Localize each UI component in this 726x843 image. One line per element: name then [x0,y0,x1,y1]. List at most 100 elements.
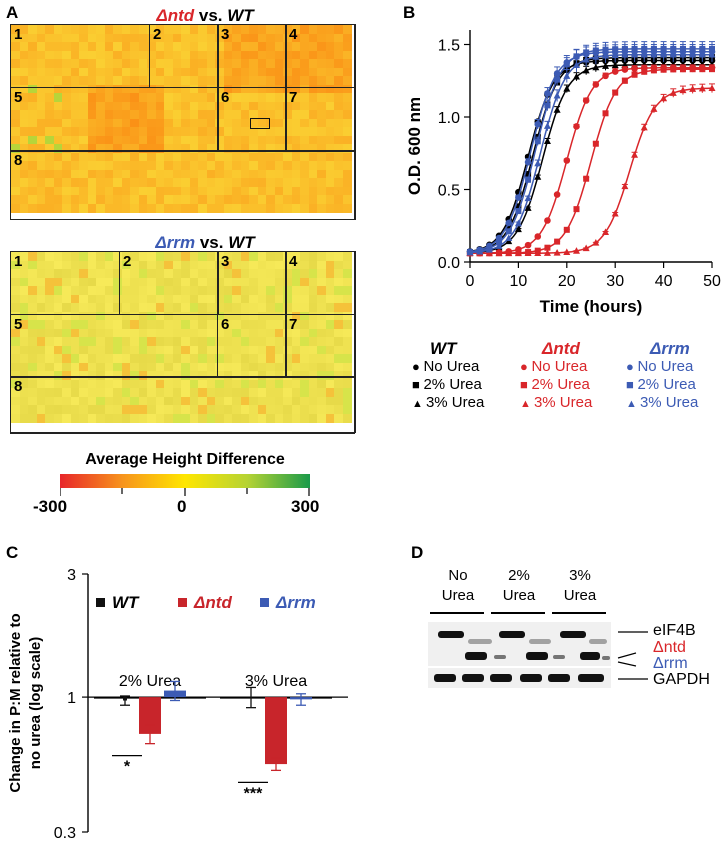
region-number: 7 [289,316,298,333]
colorbar-title: Average Height Difference [85,451,285,468]
data-point [543,249,551,256]
heatmap-region-5: 5 [10,87,219,152]
legend-marker-icon: ■ [626,377,638,392]
y-tick-label: 1.0 [438,110,460,127]
label-eif4b: eIF4B [653,622,696,639]
data-point [534,233,542,240]
region-number: 2 [123,253,132,270]
data-point [621,182,629,190]
legend-entry: ▲ 3% Urea [412,394,484,413]
region-number: 2 [153,26,162,43]
data-point [592,239,600,246]
data-point [592,63,600,71]
heatmap-region-2: 2 [119,251,219,315]
band-rrm [553,655,565,659]
data-point [563,226,570,233]
data-point [514,225,522,233]
legend-label: 3% Urea [425,394,485,411]
legend-swatch [260,598,269,607]
data-point [602,51,610,59]
heatmap-region-6: 6 [217,314,287,378]
lane-label-line: Urea [563,587,597,604]
legend-entry: ● No Urea [520,358,587,375]
heatmap-region-2: 2 [149,24,219,88]
legend-marker-icon: ■ [520,377,532,392]
heatmap-bottom-title: Δrrm vs. WT [150,233,260,253]
group-label: 2% Urea [119,673,181,690]
heatmap-region-1: 1 [10,251,120,315]
data-point [698,50,706,58]
data-point [514,219,522,227]
bar [139,697,161,734]
lane-label-line: 3% [569,567,591,584]
band-eif4b [560,631,586,638]
panel-b-letter: B [403,3,416,22]
region-number: 6 [221,89,230,106]
band-gapdh [578,674,604,682]
series--rrm-no-urea [466,44,716,255]
lane-label-line: No [448,567,468,584]
legend-label: 2% Urea [637,376,696,393]
legend-label: 3% Urea [639,394,699,411]
western-blot-upper [428,622,611,666]
legend-header-wt: WT [430,339,457,358]
data-point [572,61,580,68]
data-point [525,171,532,178]
data-point [612,89,619,96]
x-tick-label: 10 [510,273,528,290]
data-point [698,84,706,92]
panel-d-letter: D [411,543,424,562]
highlighted-cell [250,118,270,129]
data-point [631,71,638,78]
y-tick-label: 1 [67,690,76,707]
data-point [544,244,551,251]
legend-marker-icon: ■ [412,377,424,392]
heatmap-region-8: 8 [10,150,355,220]
heatmap-region-1: 1 [10,24,150,88]
data-point [602,62,610,69]
data-point [543,137,551,144]
y-tick-label: 0.5 [438,183,460,200]
legend-label: 2% Urea [531,376,590,393]
blot-label-lines [617,631,648,680]
data-point [554,238,561,245]
region-number: 4 [289,26,298,43]
legend-entry: ▲ 3% Urea [520,394,592,413]
title-vs: vs. [194,6,228,25]
legend-label: Δntd [193,593,232,612]
label-ntd: Δntd [653,639,686,656]
data-point [534,249,542,256]
data-point [495,242,503,249]
heatmap-region-8: 8 [10,376,355,434]
data-point [611,209,619,217]
heatmap-cells [11,25,355,219]
title-mutant: Δntd [156,6,195,25]
data-point [466,248,474,256]
data-point [515,194,522,201]
data-point [534,173,542,180]
legend-marker-icon: ▲ [412,398,426,410]
data-point [563,72,571,79]
title-mutant: Δrrm [155,233,196,252]
panel-c-letter: C [6,543,19,562]
colorbar-mid: 0 [177,497,187,516]
title-wt: WT [228,233,255,252]
lane-label: 3% Urea [550,566,610,606]
region-number: 8 [14,378,23,395]
data-point [650,67,657,74]
title-vs: vs. [195,233,229,252]
legend-entry: ■ 2% Urea [412,376,482,393]
heatmap-region-5: 5 [10,314,218,378]
series--rrm-3-urea [466,46,716,256]
significance-marker: * [124,759,131,776]
y-axis-label: O.D. 600 nm [405,97,424,195]
lane-bracket [430,612,484,614]
data-point [495,249,503,257]
data-point [563,157,571,164]
data-point [583,175,590,182]
growth-legend: WT Δntd Δrrm ● No Urea ● No Urea ● No Urea… [412,340,726,420]
legend-entry: ■ 2% Urea [520,376,590,393]
data-point [602,110,609,117]
data-point [572,72,580,80]
x-tick-label: 0 [466,273,475,290]
